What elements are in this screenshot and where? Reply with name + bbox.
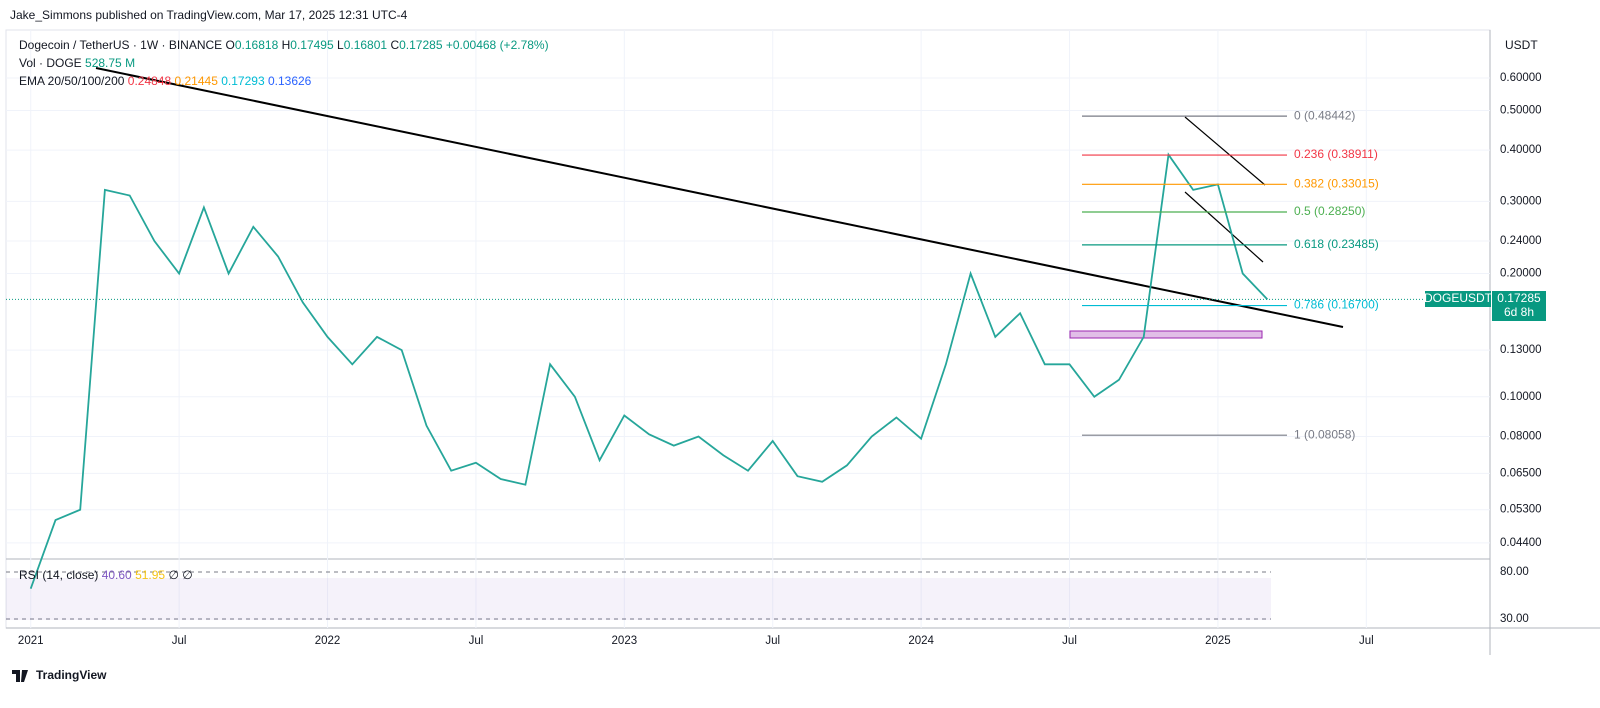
fib-label: 0.382 (0.33015) — [1294, 176, 1379, 190]
legend-line: Vol · DOGE 528.75 M — [19, 56, 135, 70]
y-tick-label: 0.06500 — [1500, 467, 1542, 479]
x-tick-label: 2021 — [18, 635, 44, 647]
fib-label: 0.5 (0.28250) — [1294, 204, 1365, 218]
text: 0.16818 — [235, 38, 279, 52]
channel-line — [1184, 191, 1264, 263]
x-tick-label: Jul — [172, 635, 187, 647]
rsi-legend: RSI (14, close) 40.60 51.95 ∅ ∅ — [19, 568, 193, 582]
text: Vol · DOGE — [19, 56, 82, 70]
price-tag — [1492, 291, 1546, 321]
x-tick-label: 2023 — [612, 635, 638, 647]
text: 0.17495 — [290, 38, 334, 52]
y-tick-label: 0.08000 — [1500, 430, 1542, 442]
currency: USDT — [1505, 38, 1538, 52]
y-tick-label: 0.10000 — [1500, 391, 1542, 403]
text: 0.13626 — [268, 74, 312, 88]
text: +0.00468 (+2.78%) — [446, 38, 549, 52]
text: H — [282, 38, 291, 52]
y-tick-label: 0.30000 — [1500, 195, 1542, 207]
text: O — [226, 38, 235, 52]
channel-line — [1184, 116, 1266, 186]
support-zone — [1069, 330, 1263, 339]
logo — [12, 670, 28, 682]
rsi-tick-label: 30.00 — [1500, 613, 1529, 625]
x-tick-label: Jul — [1062, 635, 1077, 647]
legend-line: EMA 20/50/100/200 0.24848 0.21445 0.1729… — [19, 74, 312, 88]
y-tick-label: 0.20000 — [1500, 267, 1542, 279]
y-tick-label: 0.24000 — [1500, 235, 1542, 247]
x-tick-label: 2025 — [1205, 635, 1231, 647]
x-tick-label: Jul — [469, 635, 484, 647]
y-tick-label: 0.60000 — [1500, 72, 1542, 84]
trend-line — [95, 67, 1344, 328]
x-tick-label: Jul — [1359, 635, 1374, 647]
text: L — [337, 38, 344, 52]
text: 51.95 — [135, 568, 165, 582]
text: Dogecoin / TetherUS · 1W · BINANCE — [19, 38, 222, 52]
fib-label: 0.236 (0.38911) — [1294, 147, 1378, 161]
price-line — [29, 152, 1269, 590]
countdown: 6d 8h — [1504, 305, 1534, 319]
price-tag-text: 0.17285 — [1497, 291, 1541, 305]
x-tick-label: 2022 — [315, 635, 341, 647]
y-tick-label: 0.05300 — [1500, 504, 1542, 516]
text: ∅ — [168, 568, 178, 582]
text: ∅ — [182, 568, 192, 582]
y-tick-label: 0.13000 — [1500, 344, 1542, 356]
y-tick-label: 0.50000 — [1500, 104, 1542, 116]
text: EMA 20/50/100/200 — [19, 74, 125, 88]
symbol-tag-text: DOGEUSDT — [1424, 291, 1493, 305]
footer-brand: TradingView — [36, 668, 107, 682]
rsi-band — [6, 578, 1271, 620]
text: 528.75 M — [85, 56, 135, 70]
rsi-tick-label: 80.00 — [1500, 566, 1529, 578]
x-tick-label: Jul — [765, 635, 780, 647]
text: 40.60 — [102, 568, 132, 582]
text: C — [390, 38, 399, 52]
legend-line: Dogecoin / TetherUS · 1W · BINANCE O0.16… — [19, 38, 549, 52]
fib-label: 1 (0.08058) — [1294, 427, 1355, 441]
text: 0.17293 — [221, 74, 265, 88]
text: 0.21445 — [175, 74, 219, 88]
fib-label: 0 (0.48442) — [1294, 108, 1355, 122]
text: RSI (14, close) — [19, 568, 98, 582]
fib-label: 0.618 (0.23485) — [1294, 237, 1379, 251]
y-tick-label: 0.04400 — [1500, 537, 1542, 549]
text: 0.24848 — [128, 74, 172, 88]
symbol-tag — [1425, 291, 1491, 307]
text: 0.16801 — [344, 38, 388, 52]
x-tick-label: 2024 — [908, 635, 934, 647]
y-tick-label: 0.40000 — [1500, 144, 1542, 156]
publisher-title: Jake_Simmons published on TradingView.co… — [10, 8, 408, 22]
text: 0.17285 — [399, 38, 443, 52]
fib-label: 0.786 (0.16700) — [1294, 298, 1379, 312]
